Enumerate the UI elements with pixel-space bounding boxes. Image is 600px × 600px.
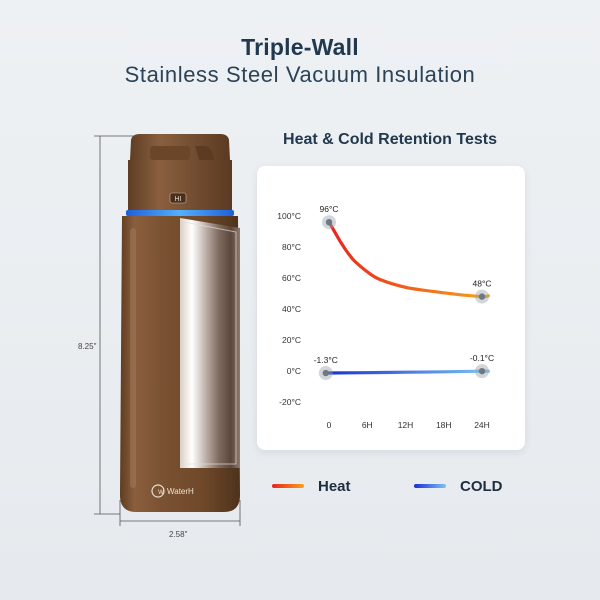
y-tick-label: 40°C: [282, 304, 301, 314]
data-label: -0.1°C: [470, 353, 494, 363]
data-label: 96°C: [320, 204, 339, 214]
x-tick-label: 24H: [474, 420, 490, 430]
height-label: 8.25": [78, 342, 97, 351]
legend-cold: COLD: [414, 476, 503, 496]
steel-layer: [180, 218, 240, 468]
cap-label: HI: [175, 196, 182, 203]
y-tick-label: 80°C: [282, 242, 301, 252]
x-tick-label: 18H: [436, 420, 452, 430]
data-label: -1.3°C: [314, 355, 338, 365]
data-point: [322, 369, 330, 377]
cap-collar: [128, 160, 232, 212]
data-point: [478, 293, 486, 300]
x-tick-label: 6H: [362, 420, 373, 430]
series-line-cold: [324, 369, 490, 375]
cap-button: [169, 192, 187, 204]
page-subtitle: Stainless Steel Vacuum Insulation: [124, 62, 476, 87]
cold-legend-label: COLD: [460, 477, 503, 495]
x-tick-label: 12H: [398, 420, 414, 430]
x-tick-label: 0: [327, 420, 332, 430]
y-tick-label: 60°C: [282, 273, 301, 283]
series-line-heat: [327, 220, 490, 299]
width-dimension: [119, 500, 241, 526]
legend-heat: Heat: [272, 476, 351, 496]
page-title: Triple-Wall: [241, 34, 359, 60]
svg-text:W: W: [158, 490, 164, 496]
heat-legend-swatch: [272, 484, 304, 488]
heat-legend-label: Heat: [318, 477, 351, 495]
cold-legend-swatch: [414, 484, 446, 488]
y-tick-label: -20°C: [279, 397, 301, 407]
brand-logo-icon: [151, 484, 165, 498]
y-tick-label: 100°C: [277, 211, 301, 221]
blue-ring: [126, 210, 234, 216]
width-label: 2.58": [169, 530, 188, 539]
y-tick-label: 20°C: [282, 335, 301, 345]
chart-card: 100°C 80°C 60°C 40°C 20°C 0°C -20°C 0 6H 12H 18H 24…: [257, 166, 525, 450]
chart-title: Heat & Cold Retention Tests: [283, 131, 497, 148]
data-label: 48°C: [473, 279, 492, 289]
cap-handle: [150, 146, 190, 160]
chart-svg: 100°C 80°C 60°C 40°C 20°C 0°C -20°C 0 6H 12H 18H 24…: [277, 204, 494, 430]
brand-name: WaterH: [167, 487, 194, 496]
y-tick-label: 0°C: [287, 366, 301, 376]
cap-spout: [195, 146, 214, 162]
data-point: [478, 367, 486, 375]
body-highlight: [130, 228, 136, 488]
data-point: [325, 219, 333, 226]
